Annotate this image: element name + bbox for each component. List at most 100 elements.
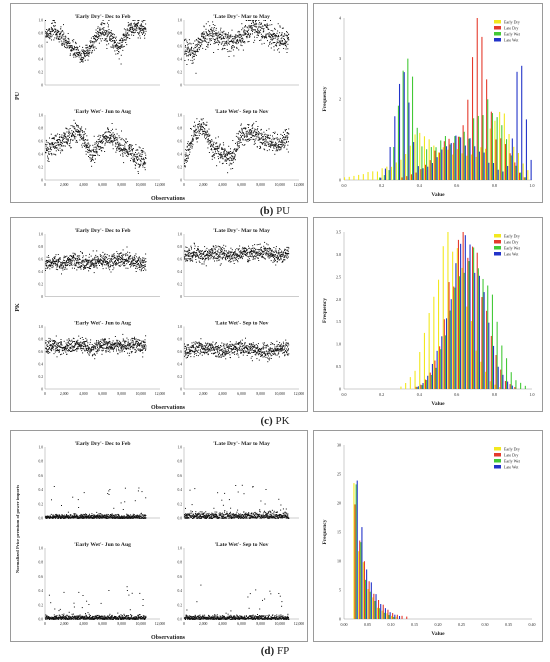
data-point — [102, 349, 104, 351]
data-point — [264, 36, 266, 38]
data-point — [119, 342, 121, 344]
legend-swatch — [494, 32, 501, 36]
data-point — [65, 267, 66, 269]
data-point — [237, 36, 239, 38]
data-point — [200, 258, 202, 260]
data-point — [77, 134, 79, 136]
histogram-bar — [467, 99, 469, 180]
data-point — [214, 33, 216, 35]
data-point — [68, 339, 70, 341]
data-point — [105, 34, 107, 36]
data-point — [288, 141, 289, 143]
data-point — [225, 256, 227, 258]
data-point — [208, 135, 210, 137]
data-point — [68, 261, 70, 263]
data-point — [206, 124, 208, 126]
data-point — [138, 264, 140, 266]
data-point — [226, 41, 228, 43]
data-point — [247, 256, 249, 258]
data-point — [107, 346, 109, 348]
histogram-bar — [410, 174, 412, 180]
data-point — [54, 351, 56, 353]
data-point — [239, 245, 241, 247]
data-point — [70, 340, 72, 342]
data-point — [255, 21, 256, 23]
data-point — [56, 38, 58, 40]
data-point — [250, 132, 252, 134]
data-point — [92, 354, 94, 356]
data-point — [144, 27, 146, 29]
data-point — [223, 33, 225, 35]
data-point — [106, 40, 108, 42]
data-point — [117, 257, 119, 259]
data-point — [86, 264, 88, 266]
data-point — [142, 164, 143, 166]
data-point — [227, 42, 229, 44]
x-tick-label: 8,000 — [117, 392, 126, 397]
data-point — [230, 163, 232, 165]
data-point — [196, 135, 198, 136]
data-point — [61, 262, 63, 264]
data-point — [281, 140, 283, 142]
data-point — [250, 248, 252, 250]
data-point — [203, 256, 205, 258]
data-point — [68, 349, 70, 351]
data-point — [134, 25, 136, 27]
data-point — [201, 255, 203, 257]
data-point — [261, 36, 263, 37]
data-point — [194, 248, 196, 250]
data-point — [197, 48, 199, 50]
data-point — [116, 146, 118, 148]
data-point — [254, 251, 256, 253]
data-point — [140, 265, 142, 267]
data-point — [110, 135, 112, 137]
data-point — [53, 256, 55, 258]
data-point — [123, 35, 125, 37]
data-point — [274, 250, 276, 252]
data-point — [208, 249, 210, 251]
data-point — [48, 35, 50, 37]
data-point — [244, 34, 246, 36]
data-point — [271, 143, 272, 145]
data-point — [247, 26, 249, 28]
data-point — [286, 253, 288, 255]
data-point — [133, 260, 135, 262]
data-point — [253, 20, 255, 21]
data-point — [261, 43, 263, 45]
data-point — [118, 265, 120, 267]
data-point — [273, 33, 275, 35]
data-point — [253, 135, 255, 137]
data-point — [211, 149, 213, 151]
data-point — [195, 132, 197, 134]
histogram-bar — [449, 144, 451, 180]
data-point — [266, 24, 268, 26]
data-point — [190, 245, 192, 247]
data-point — [52, 33, 54, 35]
data-point — [215, 137, 217, 139]
histogram-bar — [384, 168, 386, 180]
data-point — [212, 252, 214, 254]
data-point — [122, 259, 124, 261]
data-point — [51, 154, 53, 156]
data-point — [205, 35, 207, 37]
data-point — [49, 348, 51, 350]
histogram-bar — [386, 166, 388, 180]
data-point — [82, 139, 84, 141]
histogram-bar — [522, 163, 524, 180]
data-point — [249, 26, 251, 28]
data-point — [51, 350, 52, 352]
data-point — [115, 151, 117, 153]
data-point — [55, 144, 57, 146]
data-point — [216, 246, 218, 248]
data-point — [70, 46, 72, 48]
data-point — [79, 343, 81, 345]
data-point — [195, 256, 197, 258]
data-point — [221, 253, 223, 255]
data-point — [80, 262, 82, 264]
data-point — [271, 254, 273, 256]
data-point — [218, 256, 220, 258]
data-point — [287, 144, 289, 146]
data-point — [220, 153, 222, 155]
data-point — [217, 35, 219, 37]
